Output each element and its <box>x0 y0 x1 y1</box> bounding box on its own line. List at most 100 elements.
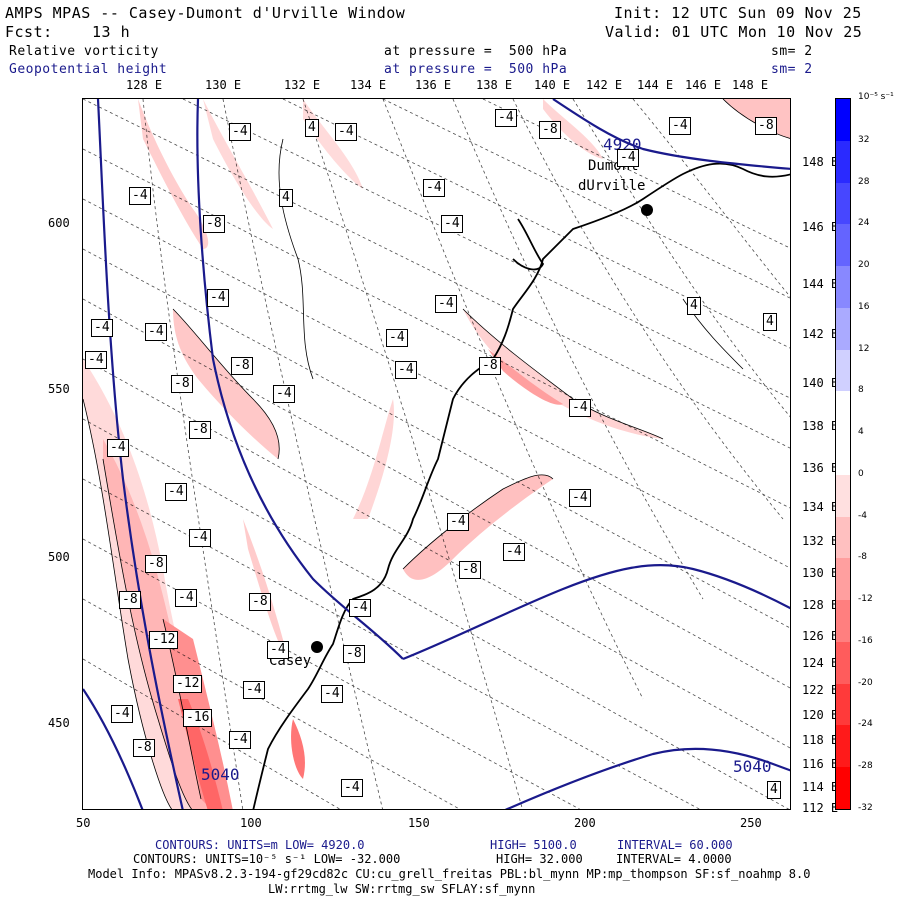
right-lon-label: 130 E <box>802 566 839 580</box>
vort-label: -4 <box>107 439 129 457</box>
vort-label: -8 <box>539 121 561 139</box>
colorbar-label: 4 <box>858 427 864 438</box>
vort-label: -4 <box>165 483 187 501</box>
vort-label: -4 <box>569 399 591 417</box>
field1-name: Relative vorticity <box>9 44 159 59</box>
colorbar-label: -28 <box>858 761 873 772</box>
colorbar-label: 28 <box>858 176 870 187</box>
top-lon-label: 142 E <box>586 78 623 92</box>
vort-label: -4 <box>503 543 525 561</box>
colorbar-units: 10⁻⁵ s⁻¹ <box>858 92 894 102</box>
vort-label: -4 <box>341 779 363 797</box>
top-lon-label: 130 E <box>205 78 242 92</box>
y-tick: 500 <box>48 550 70 564</box>
top-lon-label: 128 E <box>126 78 163 92</box>
vort-label: -8 <box>119 591 141 609</box>
x-tick: 100 <box>240 816 262 830</box>
colorbar-label: 0 <box>858 468 864 479</box>
right-lon-label: 140 E <box>802 376 839 390</box>
vort-label: -4 <box>569 489 591 507</box>
colorbar-swatch <box>836 349 850 392</box>
colorbar-label: 20 <box>858 260 870 271</box>
vort-label: 4 <box>763 313 777 331</box>
right-lon-label: 148 E <box>802 155 839 169</box>
colorbar-label: -12 <box>858 594 873 605</box>
vort-label: -4 <box>335 123 357 141</box>
vorticity-colorbar <box>835 98 851 810</box>
top-lon-label: 136 E <box>415 78 452 92</box>
colorbar-swatch <box>836 433 850 476</box>
vort-label: -8 <box>343 645 365 663</box>
vort-label: -4 <box>129 187 151 205</box>
height-contour-info: CONTOURS: UNITS=m LOW= 4920.0 <box>155 838 365 852</box>
height-contours <box>83 99 790 809</box>
field2-level: at pressure = 500 hPa <box>384 62 568 77</box>
colorbar-label: -8 <box>858 552 867 563</box>
colorbar-label: 8 <box>858 385 864 396</box>
colorbar-swatch <box>836 725 850 768</box>
colorbar-swatch <box>836 474 850 518</box>
vort-label: -4 <box>189 529 211 547</box>
height-contour-high: HIGH= 5100.0 <box>490 838 577 852</box>
colorbar-label: 24 <box>858 218 870 229</box>
colorbar-swatch <box>836 600 850 643</box>
colorbar-label: -32 <box>858 803 873 813</box>
forecast-hour: 13 h <box>92 23 131 41</box>
right-lon-label: 136 E <box>802 461 839 475</box>
y-tick: 450 <box>48 716 70 730</box>
forecast-label: Fcst: <box>5 23 53 41</box>
vort-label: -8 <box>479 357 501 375</box>
graticule <box>83 99 790 809</box>
right-lon-label: 114 E <box>802 780 839 794</box>
colorbar-label: 32 <box>858 134 870 145</box>
vort-label: 4 <box>767 781 781 799</box>
station-name-durville: dUrville <box>578 178 646 194</box>
vort-label: -4 <box>423 179 445 197</box>
top-lon-label: 148 E <box>732 78 769 92</box>
map-plot-area: Dumont dUrville Casey 4920 5040 5040 -4 … <box>82 98 791 810</box>
x-tick: 200 <box>574 816 596 830</box>
vort-label: -4 <box>175 589 197 607</box>
vort-label: -4 <box>441 215 463 233</box>
right-lon-label: 122 E <box>802 683 839 697</box>
top-lon-label: 146 E <box>685 78 722 92</box>
colorbar-label: 12 <box>858 343 870 354</box>
vort-label: -12 <box>149 631 179 649</box>
colorbar-swatch <box>836 391 850 434</box>
vort-label: -8 <box>133 739 155 757</box>
height-label: 5040 <box>201 765 240 784</box>
colorbar-swatch <box>836 641 850 685</box>
field2-name: Geopotential height <box>9 62 168 77</box>
x-tick: 250 <box>740 816 762 830</box>
height-label: 4920 <box>603 135 642 154</box>
height-contour-interval: INTERVAL= 60.000 <box>617 838 733 852</box>
vort-label: -8 <box>189 421 211 439</box>
vort-label: -8 <box>249 593 271 611</box>
vort-label: -8 <box>203 215 225 233</box>
vort-label: -4 <box>111 705 133 723</box>
vort-label: -4 <box>495 109 517 127</box>
colorbar-swatch <box>836 767 850 810</box>
colorbar-swatch <box>836 182 850 225</box>
vort-contour-high: HIGH= 32.000 <box>496 852 583 866</box>
colorbar-swatch <box>836 224 850 267</box>
right-lon-label: 134 E <box>802 500 839 514</box>
vort-label: -4 <box>617 149 639 167</box>
right-lon-label: 120 E <box>802 708 839 722</box>
colorbar-swatch <box>836 99 850 142</box>
model-info: Model Info: MPASv8.2.3-194-gf29cd82c CU:… <box>88 867 811 881</box>
top-lon-label: 138 E <box>476 78 513 92</box>
right-lon-label: 124 E <box>802 656 839 670</box>
right-lon-label: 128 E <box>802 598 839 612</box>
vort-label: -4 <box>435 295 457 313</box>
vort-label: 4 <box>687 297 701 315</box>
vort-label: -4 <box>447 513 469 531</box>
colorbar-swatch <box>836 516 850 559</box>
vort-label: -8 <box>145 555 167 573</box>
vort-label: -8 <box>231 357 253 375</box>
right-lon-label: 112 E <box>802 801 839 815</box>
field1-level: at pressure = 500 hPa <box>384 44 568 59</box>
coastline <box>252 162 790 809</box>
init-time: Init: 12 UTC Sun 09 Nov 25 <box>614 4 862 22</box>
vort-contour-interval: INTERVAL= 4.0000 <box>616 852 732 866</box>
